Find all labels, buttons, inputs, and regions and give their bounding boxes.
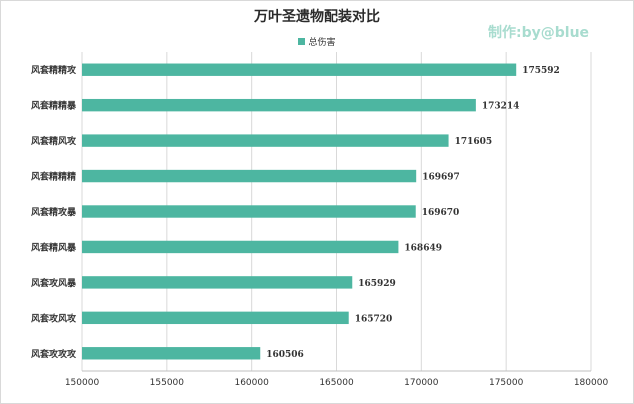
data-label: 173214 (482, 102, 520, 112)
x-tick-label: 155000 (150, 378, 185, 388)
category-label: 风套精精攻 (31, 64, 77, 76)
chart-title: 万叶圣遗物配装对比 (254, 9, 380, 25)
data-label: 175592 (522, 66, 560, 76)
bar (82, 63, 517, 76)
bar (82, 311, 349, 325)
x-tick-label: 180000 (574, 378, 609, 388)
data-label: 160506 (266, 350, 304, 360)
category-label: 风套精风攻 (31, 135, 77, 147)
x-tick-label: 150000 (65, 378, 100, 388)
bar (82, 205, 416, 218)
data-label: 165720 (355, 314, 393, 324)
legend: 总伤害 (0, 35, 634, 48)
watermark: 制作:by@blue (488, 25, 590, 41)
bar (82, 134, 449, 147)
category-label: 风套攻风攻 (31, 312, 77, 324)
data-label: 169670 (422, 208, 460, 218)
x-tick-label: 165000 (319, 378, 354, 388)
bar (82, 98, 476, 112)
category-label: 风套攻风暴 (31, 277, 77, 289)
category-label: 风套精精暴 (31, 100, 77, 112)
legend-swatch (298, 38, 306, 45)
category-label: 风套精精精 (31, 171, 76, 183)
bar (82, 240, 399, 254)
x-tick-label: 170000 (404, 378, 439, 388)
x-tick-label: 160000 (234, 378, 269, 388)
data-label: 171605 (455, 137, 493, 147)
data-label: 165929 (358, 279, 396, 289)
bar (82, 276, 353, 289)
category-label: 风套精风暴 (31, 241, 77, 253)
data-label: 169697 (422, 173, 460, 183)
bar (82, 169, 417, 183)
data-label: 168649 (404, 243, 442, 253)
category-label: 风套精攻暴 (31, 206, 77, 218)
bar (82, 347, 261, 360)
legend-label: 总伤害 (308, 38, 336, 48)
x-tick-label: 175000 (489, 378, 524, 388)
category-label: 风套攻攻攻 (31, 348, 77, 360)
